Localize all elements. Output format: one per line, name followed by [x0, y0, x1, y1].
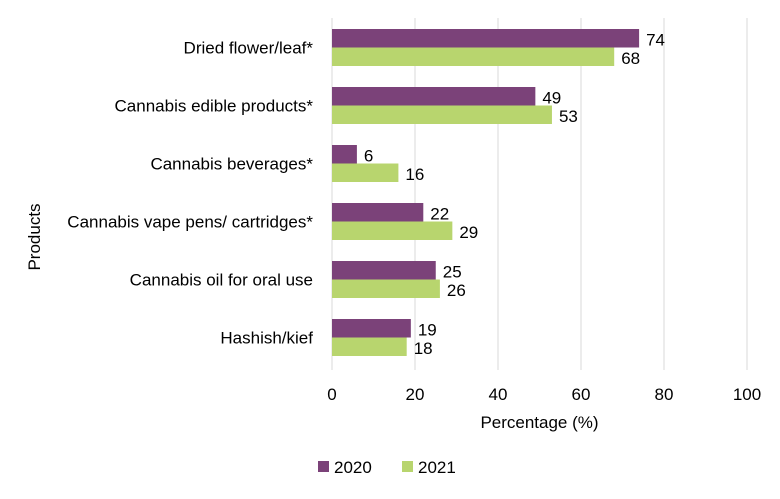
legend-label: 2020 — [334, 458, 372, 477]
data-label: 22 — [430, 205, 449, 224]
bar-2020 — [332, 145, 357, 164]
bar-2021 — [332, 337, 407, 356]
data-label: 19 — [418, 321, 437, 340]
bar-2021 — [332, 221, 453, 240]
bar-2020 — [332, 87, 536, 106]
data-label: 25 — [443, 263, 462, 282]
bar-2021 — [332, 105, 552, 124]
data-label: 29 — [459, 223, 478, 242]
data-label: 53 — [559, 107, 578, 126]
legend-swatch-2020 — [318, 461, 329, 472]
data-label: 68 — [621, 49, 640, 68]
x-tick-label: 40 — [489, 385, 508, 404]
bar-2021 — [332, 279, 440, 298]
x-tick-label: 100 — [733, 385, 761, 404]
bar-2021 — [332, 163, 399, 182]
data-label: 16 — [405, 165, 424, 184]
bar-2020 — [332, 29, 640, 48]
legend-label: 2021 — [418, 458, 456, 477]
category-label: Cannabis beverages* — [150, 155, 313, 174]
category-label: Cannabis oil for oral use — [130, 271, 313, 290]
x-tick-label: 60 — [572, 385, 591, 404]
bar-2020 — [332, 203, 424, 222]
category-label: Cannabis vape pens/ cartridges* — [67, 213, 313, 232]
data-label: 18 — [414, 339, 433, 358]
data-label: 6 — [364, 147, 373, 166]
bar-2020 — [332, 319, 411, 338]
x-tick-label: 0 — [327, 385, 336, 404]
data-label: 26 — [447, 281, 466, 300]
legend-swatch-2021 — [402, 461, 413, 472]
category-label: Cannabis edible products* — [115, 97, 314, 116]
category-label: Dried flower/leaf* — [184, 39, 314, 58]
bar-2021 — [332, 47, 615, 66]
category-label: Hashish/kief — [220, 329, 313, 348]
y-axis-title: Products — [25, 203, 44, 270]
data-label: 74 — [646, 31, 665, 50]
x-axis-title: Percentage (%) — [480, 413, 598, 432]
x-tick-label: 80 — [655, 385, 674, 404]
data-label: 49 — [542, 89, 561, 108]
x-tick-label: 20 — [406, 385, 425, 404]
bar-2020 — [332, 261, 436, 280]
